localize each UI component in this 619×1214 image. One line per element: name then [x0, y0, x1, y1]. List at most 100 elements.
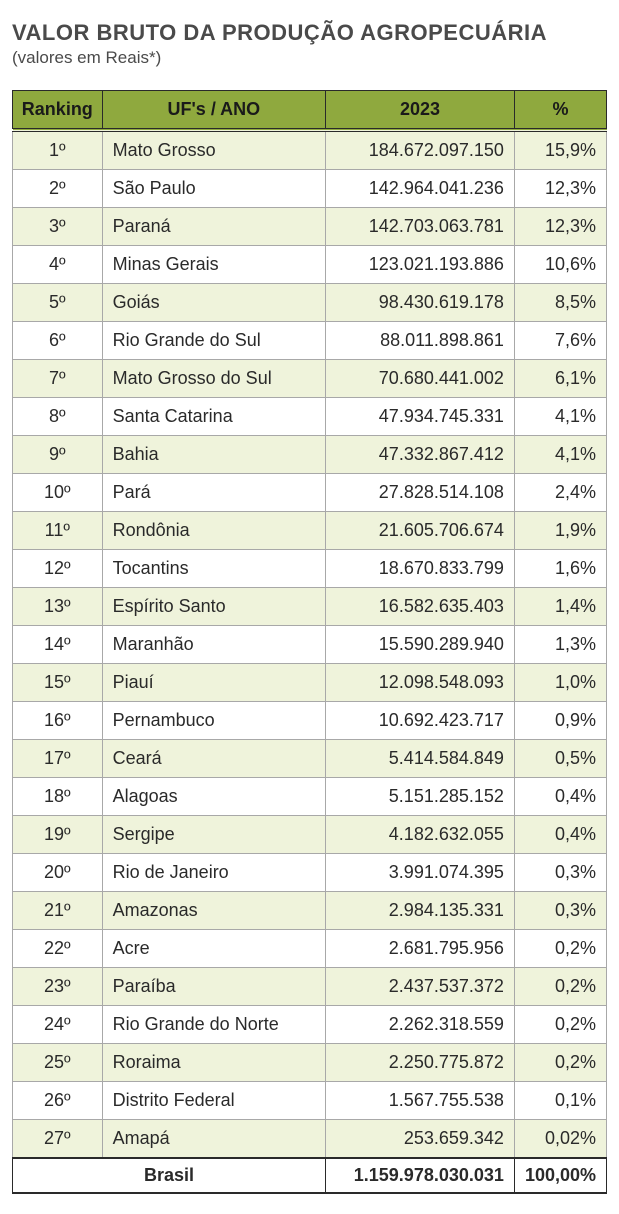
- rank-cell: 14º: [13, 626, 103, 664]
- value-cell: 15.590.289.940: [326, 626, 515, 664]
- total-label: Brasil: [13, 1158, 326, 1193]
- total-pct: 100,00%: [514, 1158, 606, 1193]
- table-row: 6ºRio Grande do Sul88.011.898.8617,6%: [13, 322, 607, 360]
- rank-cell: 13º: [13, 588, 103, 626]
- pct-cell: 12,3%: [514, 208, 606, 246]
- table-row: 23ºParaíba2.437.537.3720,2%: [13, 968, 607, 1006]
- pct-cell: 0,9%: [514, 702, 606, 740]
- table-row: 14ºMaranhão15.590.289.9401,3%: [13, 626, 607, 664]
- table-row: 8ºSanta Catarina47.934.745.3314,1%: [13, 398, 607, 436]
- rank-cell: 16º: [13, 702, 103, 740]
- value-cell: 10.692.423.717: [326, 702, 515, 740]
- pct-cell: 1,0%: [514, 664, 606, 702]
- uf-cell: Santa Catarina: [102, 398, 325, 436]
- table-row: 19ºSergipe4.182.632.0550,4%: [13, 816, 607, 854]
- value-cell: 16.582.635.403: [326, 588, 515, 626]
- table-row: 22ºAcre2.681.795.9560,2%: [13, 930, 607, 968]
- pct-cell: 0,4%: [514, 778, 606, 816]
- value-cell: 3.991.074.395: [326, 854, 515, 892]
- uf-cell: Goiás: [102, 284, 325, 322]
- uf-cell: Pará: [102, 474, 325, 512]
- pct-cell: 6,1%: [514, 360, 606, 398]
- pct-cell: 0,3%: [514, 892, 606, 930]
- uf-cell: Amazonas: [102, 892, 325, 930]
- value-cell: 2.437.537.372: [326, 968, 515, 1006]
- table-row: 26ºDistrito Federal1.567.755.5380,1%: [13, 1082, 607, 1120]
- rank-cell: 7º: [13, 360, 103, 398]
- rank-cell: 10º: [13, 474, 103, 512]
- rank-cell: 18º: [13, 778, 103, 816]
- uf-cell: Paraná: [102, 208, 325, 246]
- uf-cell: Maranhão: [102, 626, 325, 664]
- uf-cell: Bahia: [102, 436, 325, 474]
- rank-cell: 12º: [13, 550, 103, 588]
- col-pct: %: [514, 91, 606, 131]
- value-cell: 2.250.775.872: [326, 1044, 515, 1082]
- value-cell: 47.934.745.331: [326, 398, 515, 436]
- rank-cell: 9º: [13, 436, 103, 474]
- table-row: 12ºTocantins18.670.833.7991,6%: [13, 550, 607, 588]
- value-cell: 184.672.097.150: [326, 130, 515, 170]
- pct-cell: 8,5%: [514, 284, 606, 322]
- pct-cell: 4,1%: [514, 436, 606, 474]
- uf-cell: Pernambuco: [102, 702, 325, 740]
- value-cell: 142.703.063.781: [326, 208, 515, 246]
- table-row: 13ºEspírito Santo16.582.635.4031,4%: [13, 588, 607, 626]
- rank-cell: 22º: [13, 930, 103, 968]
- pct-cell: 0,1%: [514, 1082, 606, 1120]
- rank-cell: 21º: [13, 892, 103, 930]
- value-cell: 2.262.318.559: [326, 1006, 515, 1044]
- table-row: 21ºAmazonas2.984.135.3310,3%: [13, 892, 607, 930]
- pct-cell: 1,4%: [514, 588, 606, 626]
- uf-cell: Rio de Janeiro: [102, 854, 325, 892]
- table-row: 5ºGoiás98.430.619.1788,5%: [13, 284, 607, 322]
- pct-cell: 7,6%: [514, 322, 606, 360]
- uf-cell: Minas Gerais: [102, 246, 325, 284]
- uf-cell: Espírito Santo: [102, 588, 325, 626]
- value-cell: 47.332.867.412: [326, 436, 515, 474]
- rank-cell: 15º: [13, 664, 103, 702]
- value-cell: 1.567.755.538: [326, 1082, 515, 1120]
- pct-cell: 2,4%: [514, 474, 606, 512]
- rank-cell: 4º: [13, 246, 103, 284]
- col-year: 2023: [326, 91, 515, 131]
- value-cell: 253.659.342: [326, 1120, 515, 1159]
- col-ranking: Ranking: [13, 91, 103, 131]
- table-row: 10ºPará27.828.514.1082,4%: [13, 474, 607, 512]
- pct-cell: 0,2%: [514, 968, 606, 1006]
- rank-cell: 11º: [13, 512, 103, 550]
- col-uf: UF's / ANO: [102, 91, 325, 131]
- pct-cell: 15,9%: [514, 130, 606, 170]
- uf-cell: Amapá: [102, 1120, 325, 1159]
- table-row: 4ºMinas Gerais123.021.193.88610,6%: [13, 246, 607, 284]
- pct-cell: 0,5%: [514, 740, 606, 778]
- value-cell: 70.680.441.002: [326, 360, 515, 398]
- table-row: 20ºRio de Janeiro3.991.074.3950,3%: [13, 854, 607, 892]
- uf-cell: Distrito Federal: [102, 1082, 325, 1120]
- rank-cell: 19º: [13, 816, 103, 854]
- uf-cell: Ceará: [102, 740, 325, 778]
- uf-cell: Rio Grande do Sul: [102, 322, 325, 360]
- pct-cell: 0,2%: [514, 930, 606, 968]
- pct-cell: 12,3%: [514, 170, 606, 208]
- rank-cell: 17º: [13, 740, 103, 778]
- rank-cell: 6º: [13, 322, 103, 360]
- table-row: 3ºParaná142.703.063.78112,3%: [13, 208, 607, 246]
- value-cell: 5.151.285.152: [326, 778, 515, 816]
- pct-cell: 0,3%: [514, 854, 606, 892]
- table-row: 24ºRio Grande do Norte2.262.318.5590,2%: [13, 1006, 607, 1044]
- table-row: 11ºRondônia21.605.706.6741,9%: [13, 512, 607, 550]
- pct-cell: 4,1%: [514, 398, 606, 436]
- rank-cell: 1º: [13, 130, 103, 170]
- uf-cell: Piauí: [102, 664, 325, 702]
- uf-cell: Mato Grosso do Sul: [102, 360, 325, 398]
- value-cell: 98.430.619.178: [326, 284, 515, 322]
- uf-cell: Sergipe: [102, 816, 325, 854]
- rank-cell: 5º: [13, 284, 103, 322]
- table-row: 15ºPiauí12.098.548.0931,0%: [13, 664, 607, 702]
- value-cell: 2.984.135.331: [326, 892, 515, 930]
- table-row: 1ºMato Grosso184.672.097.15015,9%: [13, 130, 607, 170]
- value-cell: 2.681.795.956: [326, 930, 515, 968]
- page-title: VALOR BRUTO DA PRODUÇÃO AGROPECUÁRIA: [12, 20, 607, 46]
- total-value: 1.159.978.030.031: [326, 1158, 515, 1193]
